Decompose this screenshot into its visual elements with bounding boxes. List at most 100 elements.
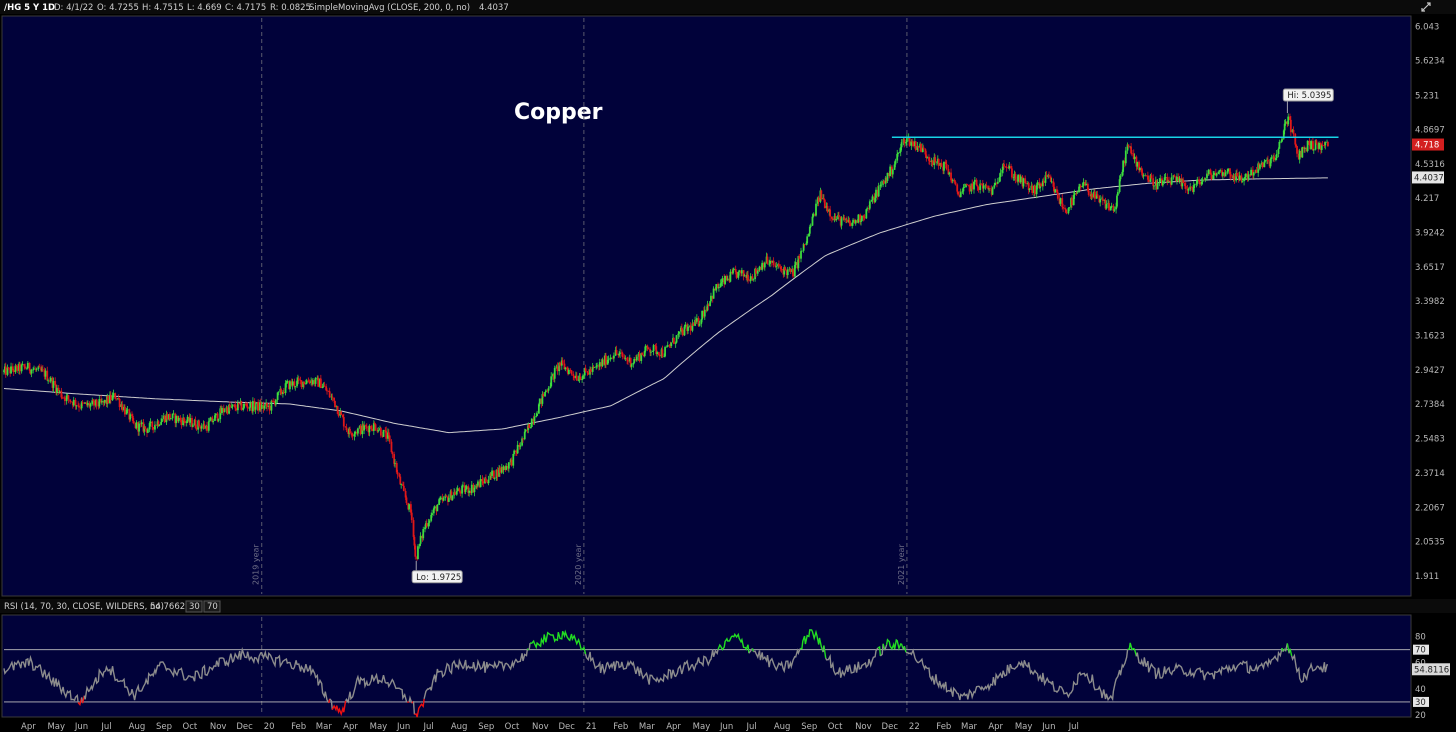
candle-body <box>1323 145 1326 147</box>
candle-body <box>328 391 331 398</box>
candle-617 <box>792 267 794 279</box>
candle-body <box>1071 198 1073 206</box>
candle-body <box>1196 179 1199 184</box>
candle-body <box>345 427 348 431</box>
candle-body <box>49 377 52 382</box>
candle-body <box>432 508 435 514</box>
candle-91 <box>118 397 121 411</box>
rsi-header-study[interactable]: RSI (14, 70, 30, CLOSE, WILDERS, no) <box>4 602 164 612</box>
price-tick-0: 6.043 <box>1415 22 1439 32</box>
candle-835 <box>1071 195 1073 208</box>
candle-body <box>897 152 899 154</box>
candle-body <box>303 381 305 385</box>
candle-106 <box>138 420 140 436</box>
candle-body <box>257 402 260 411</box>
candle-body <box>1275 154 1278 159</box>
candle-body <box>135 422 138 429</box>
candle-body <box>425 523 428 527</box>
header-study[interactable]: SimpleMovingAvg (CLOSE, 200, 0, no) <box>309 3 470 13</box>
header-symbol[interactable]: /HG 5 Y 1D <box>4 3 55 13</box>
candle-body <box>772 260 775 265</box>
candle-335 <box>431 509 433 518</box>
candle-428 <box>550 372 553 388</box>
candle-663 <box>851 222 854 229</box>
candle-930 <box>1192 181 1195 195</box>
candle-574 <box>737 271 740 280</box>
candle-body <box>695 318 698 322</box>
candle-171 <box>221 406 223 415</box>
candle-948 <box>1215 172 1218 178</box>
month-label-13: May <box>370 722 388 732</box>
candle-body <box>1126 144 1129 151</box>
candle-body <box>211 417 214 423</box>
candle-995 <box>1275 150 1278 161</box>
candle-body <box>226 407 229 414</box>
candle-body <box>980 183 982 185</box>
candle-289 <box>372 420 375 435</box>
annotation-label-1: Lo: 1.9725 <box>416 573 461 583</box>
candle-117 <box>152 426 155 434</box>
sma-price-tag <box>1412 171 1444 184</box>
candle-body <box>1033 185 1036 195</box>
candle-829 <box>1063 204 1066 210</box>
candle-body <box>154 424 156 430</box>
candle-body <box>840 218 843 226</box>
candle-473 <box>607 355 610 363</box>
candle-837 <box>1073 189 1076 199</box>
candle-body <box>294 386 297 387</box>
candle-1023 <box>1312 137 1314 151</box>
candle-body <box>1304 148 1306 149</box>
candle-body <box>447 497 450 502</box>
candle-59 <box>78 403 80 412</box>
candle-body <box>1201 179 1204 182</box>
candle-body <box>1153 185 1155 187</box>
rsi-segment-1 <box>77 697 83 707</box>
candle-14 <box>20 363 23 374</box>
price-header: /HG 5 Y 1D D: 4/1/22 O: 4.7255 H: 4.7515… <box>0 0 1456 14</box>
year-label-2: 2021 year <box>897 544 906 585</box>
candle-body <box>1001 169 1004 173</box>
candle-body <box>1105 204 1108 209</box>
candle-475 <box>610 357 613 360</box>
candle-body <box>1118 179 1121 193</box>
candle-body <box>1306 140 1309 152</box>
candle-659 <box>845 216 848 224</box>
candle-377 <box>485 474 487 483</box>
candle-body <box>1094 191 1096 199</box>
candle-984 <box>1261 161 1264 169</box>
candle-943 <box>1209 168 1212 175</box>
candle-108 <box>140 419 143 427</box>
candle-93 <box>121 400 124 413</box>
candle-146 <box>189 413 192 427</box>
annotation-box-1 <box>411 570 463 584</box>
candle-331 <box>425 519 428 528</box>
candle-body <box>60 390 63 398</box>
candle-246 <box>317 375 320 387</box>
candle-body <box>947 169 950 175</box>
candle-body <box>319 378 322 389</box>
candle-body <box>1112 205 1115 211</box>
candle-body <box>1235 172 1238 181</box>
candle-body <box>615 350 618 354</box>
candle-448 <box>575 372 578 381</box>
expand-arrows-icon[interactable] <box>1421 2 1431 12</box>
candle-body <box>206 425 208 431</box>
candle-body <box>285 382 288 384</box>
candle-body <box>1192 185 1195 192</box>
candle-body <box>826 205 829 212</box>
candle-424 <box>545 388 547 393</box>
candle-750 <box>962 184 965 195</box>
candle-815 <box>1045 171 1048 179</box>
candle-455 <box>584 364 587 373</box>
candle-1004 <box>1287 113 1290 126</box>
candle-body <box>591 366 594 372</box>
candle-body <box>1244 177 1246 179</box>
candle-685 <box>879 181 882 191</box>
candle-942 <box>1207 168 1210 177</box>
candle-body <box>838 215 840 217</box>
candle-611 <box>784 266 787 272</box>
candle-body <box>242 407 245 410</box>
candle-846 <box>1085 180 1087 186</box>
price-tick-16: 1.911 <box>1415 572 1439 582</box>
candle-975 <box>1250 167 1253 176</box>
